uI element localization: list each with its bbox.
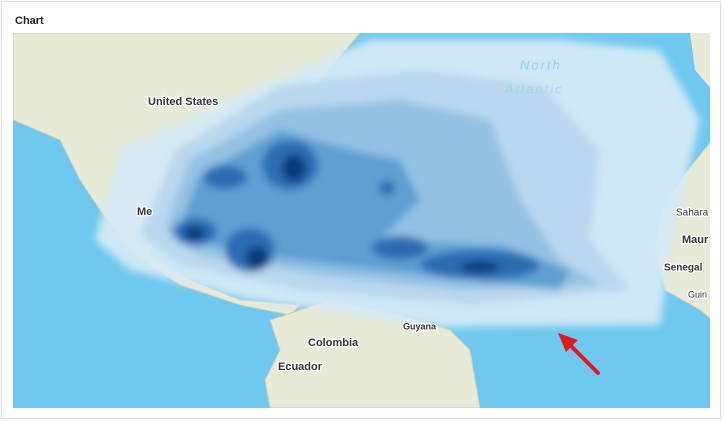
map-label: Senegal [664, 263, 703, 274]
map-area: United States Me Colombia Ecuador Guyana… [13, 33, 710, 408]
annotation-arrow [558, 333, 600, 375]
sea-label: Atlantic [504, 81, 564, 96]
card-title: Chart [15, 15, 44, 27]
sea-label: North [520, 57, 562, 72]
map-label: Guin [688, 289, 707, 299]
europe [690, 33, 710, 88]
map-label: Guyana [403, 321, 437, 331]
map-label: Colombia [308, 337, 359, 349]
heatmap [95, 40, 700, 327]
map-label: Sahara [676, 208, 709, 219]
map-label: Me [137, 206, 152, 218]
map-label: Ecuador [278, 361, 323, 373]
map-label: United States [148, 96, 218, 108]
map-label: Maur [682, 234, 709, 246]
